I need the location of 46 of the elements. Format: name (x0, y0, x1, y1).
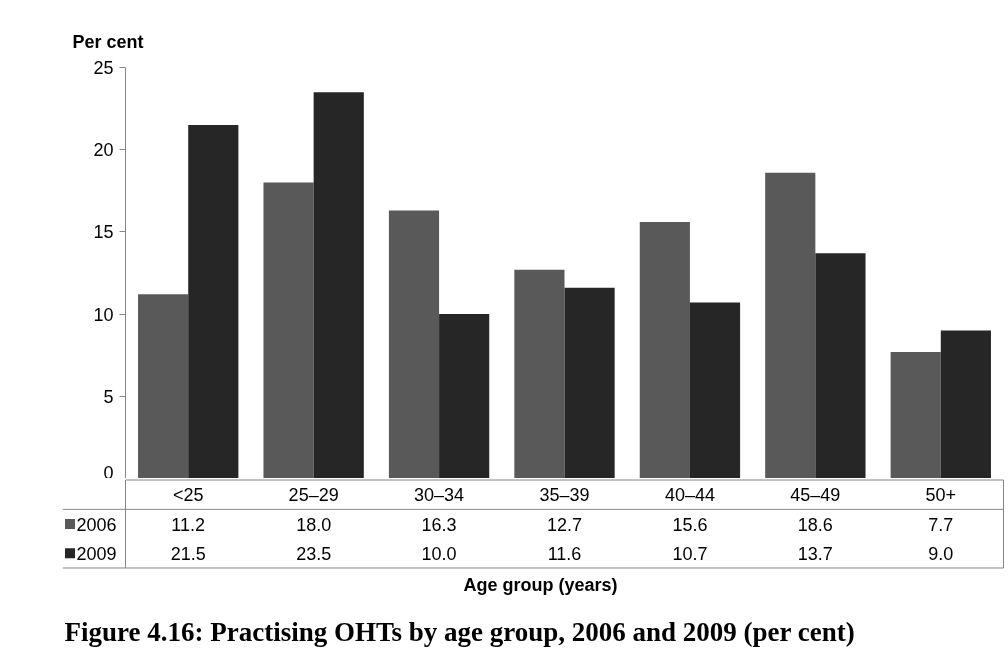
bar (514, 269, 565, 478)
data-label: 12.7 (546, 514, 583, 535)
legend-label: 2009 (76, 543, 117, 564)
data-label: 7.7 (928, 514, 954, 535)
x-tick-label: 30–34 (414, 484, 465, 505)
x-axis-title: Age group (years) (463, 574, 618, 595)
bar (639, 222, 690, 478)
bar (564, 287, 615, 478)
data-label: 13.7 (797, 543, 833, 564)
bar (313, 92, 364, 478)
y-tick-label: 15 (93, 222, 114, 243)
data-label: 10.0 (421, 543, 457, 564)
data-label: 15.6 (672, 514, 708, 535)
y-tick-label: 20 (93, 140, 114, 161)
data-label: 18.0 (296, 514, 332, 535)
data-label: 11.6 (547, 543, 582, 564)
data-label: 11.2 (171, 514, 206, 535)
y-tick-label: 0 (103, 462, 114, 483)
y-tick-label: 5 (103, 386, 114, 407)
bar (388, 210, 440, 478)
data-label: 9.0 (928, 543, 954, 564)
y-tick-label: 10 (93, 304, 114, 325)
y-tick-label: 25 (93, 58, 114, 78)
data-label: 16.3 (421, 514, 457, 535)
bar (439, 314, 490, 478)
bar (890, 351, 941, 478)
x-tick-label: 40–44 (664, 484, 715, 505)
x-tick-label: 45–49 (790, 484, 841, 505)
legend-label: 2006 (76, 514, 117, 535)
x-tick-label: 25–29 (288, 484, 339, 505)
data-label: 23.5 (296, 543, 332, 564)
x-tick-label: 50+ (925, 485, 957, 506)
bar (815, 253, 866, 478)
bar (188, 125, 239, 478)
text: Figure 4.16: Practising OHTs by age group, 2006 and 2009 (per cent) (64, 616, 855, 647)
bar (263, 182, 314, 478)
bar (940, 330, 991, 478)
data-label: 18.6 (797, 514, 833, 535)
bar (138, 294, 189, 478)
y-axis-title: Per cent (72, 31, 144, 52)
data-label: 10.7 (672, 543, 708, 564)
bar (765, 172, 816, 478)
bar (689, 302, 741, 478)
data-label: 21.5 (170, 543, 206, 564)
x-tick-label: <25 (172, 484, 204, 505)
x-tick-label: 35–39 (539, 484, 590, 505)
